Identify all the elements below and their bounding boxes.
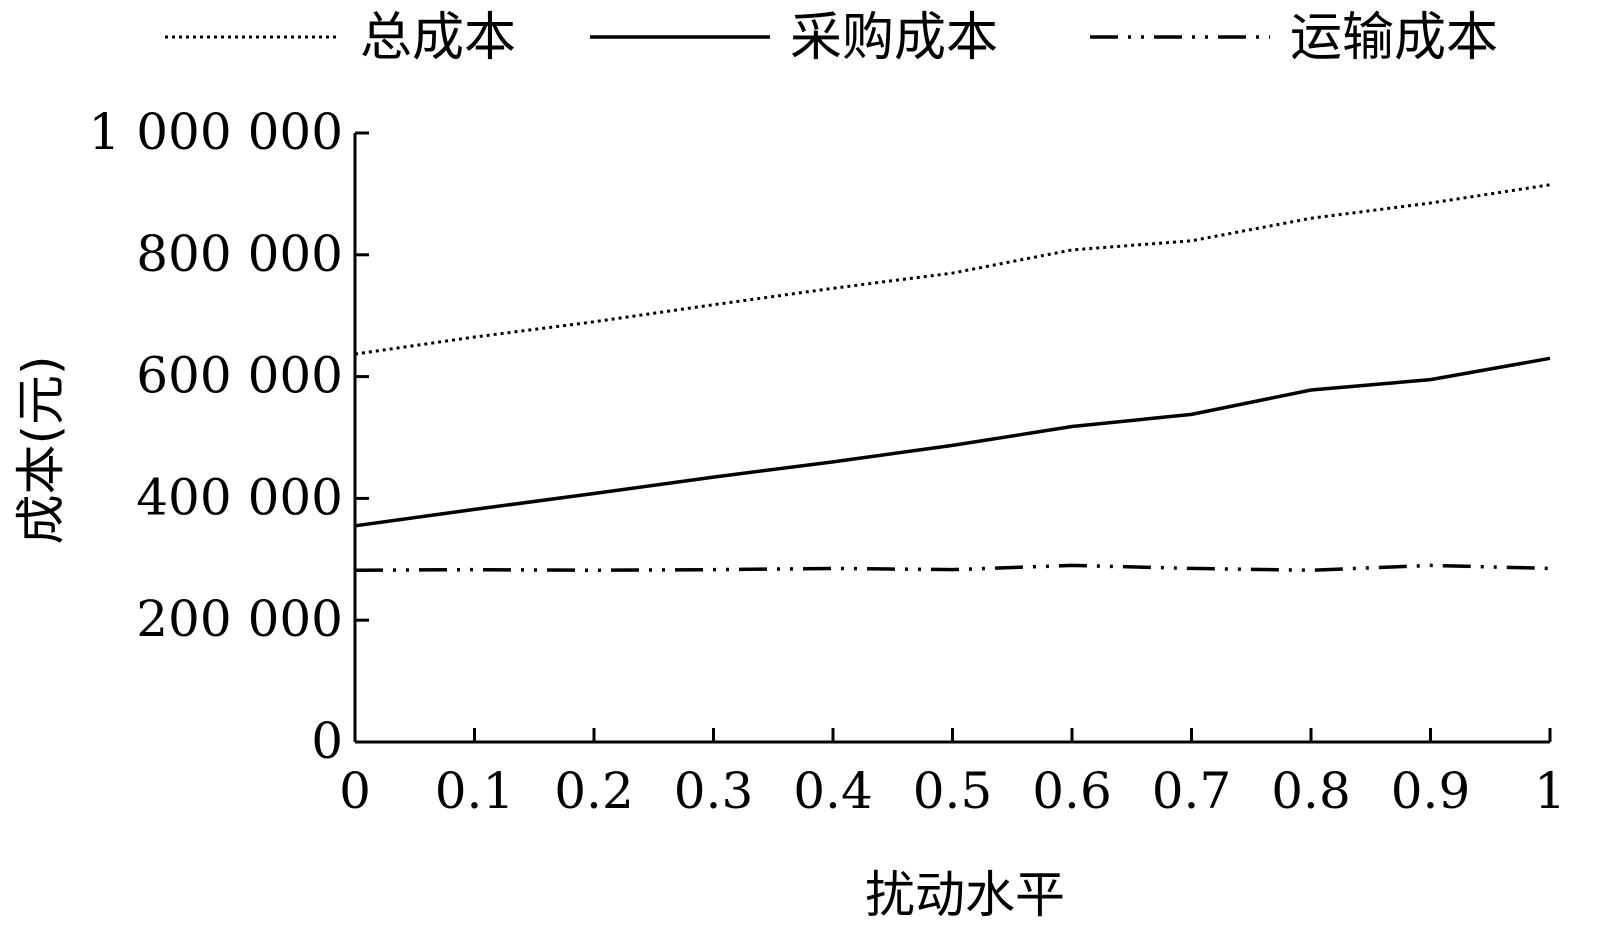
y-tick-label: 400 000	[136, 468, 343, 526]
legend-label: 采购成本	[790, 8, 998, 68]
legend-label: 运输成本	[1290, 8, 1498, 68]
y-axis-title: 成本(元)	[12, 355, 70, 544]
x-tick-label: 0.8	[1271, 762, 1351, 820]
y-axis: 0 200 000 400 000 600 000 800 000 1 000 000	[89, 103, 369, 770]
x-tick-label: 0.6	[1032, 762, 1112, 820]
series-line-2	[354, 563, 1551, 573]
legend-label: 总成本	[360, 8, 516, 68]
y-tick-label: 800 000	[136, 225, 343, 283]
x-tick-label: 0.5	[913, 762, 993, 820]
x-axis-title: 扰动水平	[865, 866, 1065, 924]
x-tick-label: 0.3	[674, 762, 754, 820]
x-tick-label: 0.9	[1391, 762, 1471, 820]
x-axis: 0 0.1 0.2 0.3 0.4 0.5 0.6 0.7 0.8 0.9 1	[339, 728, 1566, 820]
x-tick-label: 0	[339, 762, 371, 820]
x-tick-label: 0.2	[554, 762, 634, 820]
x-tick-label: 0.1	[435, 762, 515, 820]
y-tick-label: 200 000	[136, 590, 343, 648]
x-tick-label: 0.7	[1152, 762, 1232, 820]
series-line-0	[354, 183, 1551, 356]
y-tick-label: 0	[311, 712, 343, 770]
series-line-1	[354, 356, 1551, 528]
x-tick-label: 0.4	[793, 762, 873, 820]
plot-lines	[354, 183, 1551, 573]
x-tick-label: 1	[1534, 762, 1566, 820]
y-tick-label: 1 000 000	[89, 103, 343, 161]
legend: 总成本 采购成本 运输成本	[165, 8, 1498, 68]
y-tick-label: 600 000	[136, 347, 343, 405]
